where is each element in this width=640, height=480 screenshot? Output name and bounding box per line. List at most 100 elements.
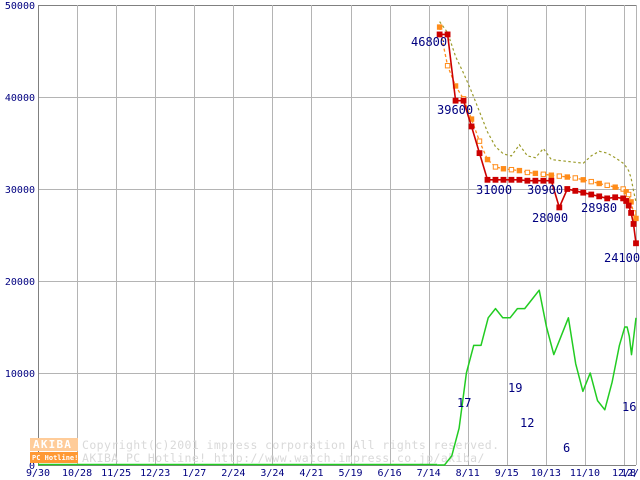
- x-axis-tick-label: 10/13: [531, 468, 561, 479]
- series-marker-minimum-price: [580, 189, 587, 196]
- series-marker-minimum-price: [596, 193, 603, 200]
- series-marker-average-price: [580, 177, 586, 183]
- series-marker-average-price: [620, 186, 626, 192]
- watermark-badge-bottom-bg: [30, 452, 78, 463]
- x-axis-tick-label: 9/15: [495, 468, 519, 479]
- y-axis-tick-labels: 0 10000 20000 30000 40000 50000: [5, 1, 35, 472]
- watermark-badge-top-label: AKIBA: [33, 438, 72, 451]
- series-marker-minimum-price: [572, 187, 579, 194]
- series-marker-average-price: [572, 175, 578, 181]
- series-marker-minimum-price: [628, 210, 634, 216]
- series-marker-minimum-price: [588, 191, 595, 198]
- series-marker-minimum-price: [604, 195, 611, 202]
- series-marker-average-price: [612, 184, 618, 190]
- x-axis-tick-label: 5/19: [338, 468, 362, 479]
- series-marker-average-price: [436, 24, 443, 30]
- y-axis-tick-label: 50000: [5, 1, 35, 12]
- data-point-labels: 46800 39600 31000 30900 28000 28980 24100 17 19 1…: [411, 35, 640, 455]
- x-axis-tick-label: 3/24: [260, 468, 284, 479]
- series-marker-average-price: [548, 172, 555, 178]
- series-line-shop-count: [437, 289, 637, 466]
- series-marker-average-price: [540, 171, 547, 177]
- series-marker-minimum-price: [468, 123, 475, 130]
- x-axis-tick-label: 10/28: [62, 468, 92, 479]
- price-point-label: 24100: [604, 251, 640, 265]
- series-marker-minimum-price: [633, 240, 639, 247]
- series-marker-minimum-price: [492, 176, 499, 183]
- series-marker-average-price: [564, 174, 570, 180]
- x-axis-tick-label: 8/11: [456, 468, 480, 479]
- x-axis-tick-label: 1/27: [182, 468, 206, 479]
- series-marker-minimum-price: [508, 176, 515, 183]
- series-marker-minimum-price: [460, 97, 467, 104]
- x-axis-tick-label: 12/23: [140, 468, 170, 479]
- x-axis-tick-labels: 9/30 10/28 11/25 12/23 1/27 2/24 3/24 4/21 5/19 6…: [26, 468, 640, 479]
- series-marker-minimum-price: [564, 186, 571, 192]
- series-marker-average-price: [476, 138, 483, 144]
- count-point-label: 16: [622, 400, 636, 414]
- price-point-label: 28000: [532, 211, 568, 225]
- y-axis-tick-label: 30000: [5, 185, 35, 196]
- series-marker-minimum-price: [540, 177, 547, 184]
- series-marker-minimum-price: [516, 176, 523, 183]
- series-marker-minimum-price: [612, 194, 619, 201]
- x-axis-tick-label: 11/25: [101, 468, 131, 479]
- series-marker-average-price: [633, 215, 639, 222]
- count-point-label: 19: [508, 381, 522, 395]
- data-series: [38, 21, 639, 466]
- series-marker-minimum-price: [548, 177, 555, 184]
- price-point-label: 30900: [527, 183, 563, 197]
- price-point-label: 46800: [411, 35, 447, 49]
- watermark-url-line: AKIBA PC Hotline! http://www.watch.impre…: [82, 451, 485, 465]
- x-axis-tick-label: 4/21: [299, 468, 323, 479]
- series-marker-minimum-price: [444, 31, 451, 38]
- watermark-badge-bottom-label: PC Hotline!: [32, 454, 78, 462]
- series-marker-average-price: [516, 167, 523, 174]
- watermark-badge-top-bg: [30, 438, 78, 451]
- series-marker-average-price: [508, 166, 515, 173]
- series-marker-minimum-price: [524, 177, 531, 184]
- series-marker-average-price: [484, 156, 491, 163]
- count-point-label: 6: [563, 441, 570, 455]
- count-point-label: 12: [520, 416, 534, 430]
- x-axis-tick-label: 6/16: [378, 468, 402, 479]
- watermark-copyright-line: Copyright(c)2001 impress corporation All…: [82, 438, 499, 452]
- plot-background: [38, 5, 636, 465]
- x-axis-tick-label: 7/14: [417, 468, 441, 479]
- series-marker-average-price: [596, 180, 602, 187]
- y-axis-tick-label: 0: [29, 461, 35, 472]
- y-axis-tick-label: 20000: [5, 277, 35, 288]
- series-marker-minimum-price: [532, 177, 539, 184]
- series-marker-minimum-price: [556, 204, 563, 211]
- series-marker-minimum-price: [623, 198, 630, 204]
- grid-lines: [38, 5, 637, 466]
- series-marker-average-price: [556, 173, 563, 179]
- watermark: AKIBA PC Hotline! Copyright(c)2001 impre…: [30, 438, 499, 465]
- series-marker-average-price: [444, 63, 451, 69]
- series-marker-minimum-price: [500, 176, 507, 183]
- series-marker-average-price: [625, 191, 632, 198]
- series-marker-minimum-price: [625, 202, 632, 209]
- series-marker-average-price: [500, 166, 507, 172]
- x-axis-tick-label: 11/10: [570, 468, 600, 479]
- series-marker-average-price: [604, 182, 610, 189]
- series-marker-average-price: [492, 164, 499, 170]
- series-marker-minimum-price: [484, 176, 491, 183]
- series-marker-minimum-price: [436, 31, 443, 38]
- series-line-maximum-price: [439, 21, 637, 203]
- series-marker-average-price: [524, 169, 531, 176]
- series-marker-minimum-price: [630, 221, 637, 227]
- price-point-label: 28980: [581, 201, 617, 215]
- x-axis-tick-label: 12/8: [612, 468, 636, 479]
- y-axis-tick-label: 40000: [5, 93, 35, 104]
- series-marker-minimum-price: [452, 97, 459, 104]
- x-axis-tick-label: 2/24: [221, 468, 245, 479]
- series-marker-average-price: [532, 170, 539, 177]
- count-point-label: 17: [457, 396, 471, 410]
- x-axis-tick-label: 12/15: [621, 468, 640, 479]
- price-point-label: 31000: [476, 183, 512, 197]
- series-marker-minimum-price: [476, 150, 483, 157]
- x-axis-tick-label: 9/30: [26, 468, 50, 479]
